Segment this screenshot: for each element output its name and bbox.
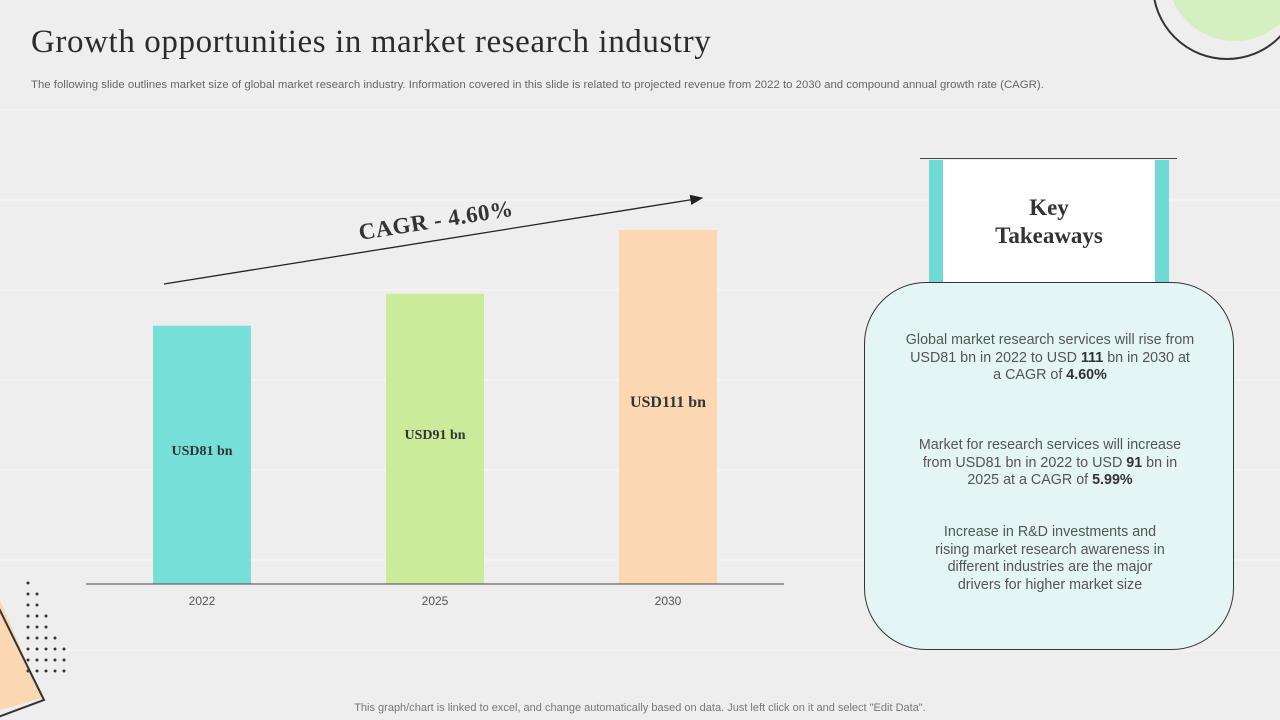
takeaway-2-text-a: Market for research services will increa… <box>918 437 1182 471</box>
takeaway-1-bold-a: 111 <box>1080 349 1104 366</box>
cagr-annotation: CAGR - 4.60% <box>357 196 515 245</box>
bar-2022[interactable] <box>153 325 251 584</box>
bar-2025[interactable] <box>386 293 484 584</box>
kt-accent-bar-left <box>929 160 943 283</box>
takeaway-2-bold-a: 91 <box>1126 454 1143 471</box>
takeaway-point-1: Global market research services will ris… <box>905 332 1195 385</box>
page-title: Growth opportunities in market research … <box>31 24 712 60</box>
takeaway-1-text-a: Global market research services will ris… <box>905 332 1195 366</box>
cagr-arrow <box>163 194 704 285</box>
key-takeaways-panel: Global market research services will ris… <box>864 282 1234 650</box>
deco-corner-shapes <box>0 581 66 718</box>
x-tick-2025: 2025 <box>422 594 449 608</box>
takeaway-2-text-b: bn in 2025 at a CAGR of <box>967 454 1178 489</box>
data-label-2030: USD111 bn <box>630 394 706 411</box>
kt-title-line1: Key <box>1029 194 1069 220</box>
page-subtitle: The following slide outlines market size… <box>31 79 1044 91</box>
kt-title-line2: Takeaways <box>995 222 1103 248</box>
bar-chart[interactable]: USD81 bn USD91 bn USD111 bn CAGR - 4.60% 2… <box>0 0 800 640</box>
kt-accent-bar-right <box>1155 160 1169 283</box>
takeaway-point-3: Increase in R&D investments and rising m… <box>935 524 1165 593</box>
takeaway-1-bold-b: 4.60% <box>1066 367 1107 384</box>
takeaway-2-bold-b: 5.99% <box>1092 472 1133 489</box>
data-label-2022: USD81 bn <box>171 444 232 459</box>
key-takeaways-header: Key Takeaways <box>920 158 1177 283</box>
footer-note: This graph/chart is linked to excel, and… <box>354 702 926 714</box>
bar-2030[interactable] <box>619 230 717 584</box>
kt-title-card: Key Takeaways <box>943 160 1155 283</box>
takeaway-point-2: Market for research services will increa… <box>905 437 1195 490</box>
takeaway-1-text-b: bn in 2030 at a CAGR of <box>993 349 1190 384</box>
data-label-2025: USD91 bn <box>404 428 465 443</box>
x-tick-2030: 2030 <box>655 594 682 608</box>
x-tick-2022: 2022 <box>189 594 216 608</box>
